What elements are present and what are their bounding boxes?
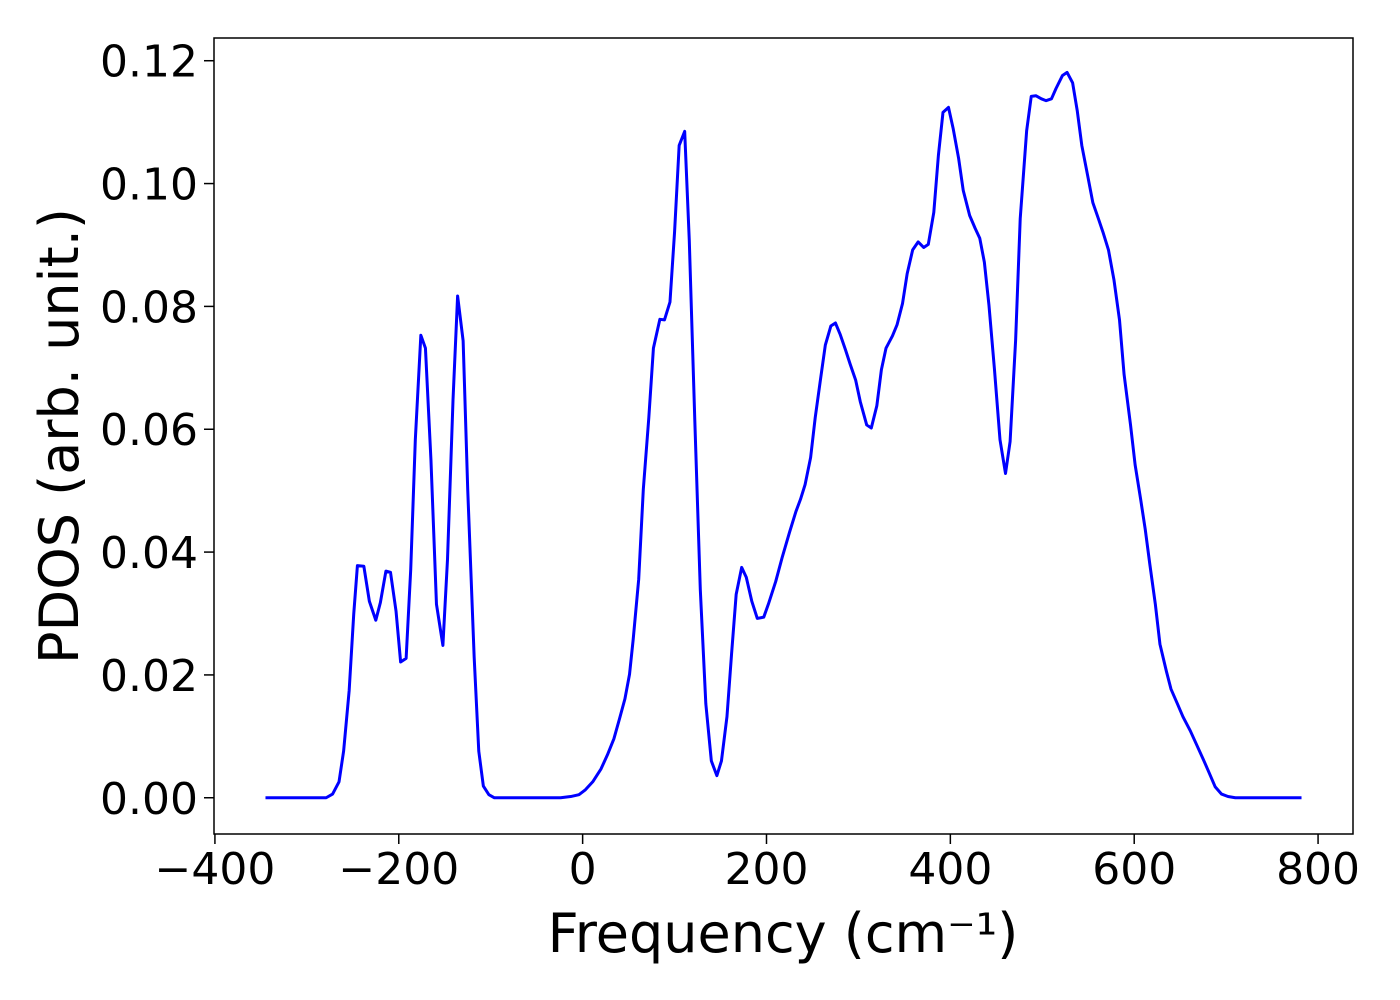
x-tick-label: 0 [569,844,597,895]
x-tick-label: 400 [908,844,992,895]
y-axis-label: PDOS (arb. unit.) [28,208,91,664]
data-line [265,70,1302,800]
y-tick-label: 0.02 [100,651,198,702]
y-tick-label: 0.06 [100,405,198,456]
x-tick-label: 800 [1276,844,1360,895]
y-tick-label: 0.00 [100,774,198,825]
x-axis-label: Frequency (cm⁻¹) [548,902,1019,965]
plot-frame [213,37,1354,835]
y-tick-label: 0.04 [100,528,198,579]
y-tick-label: 0.12 [100,37,198,88]
x-tick-label: 200 [725,844,809,895]
y-tick-label: 0.08 [100,282,198,333]
x-tick-label: −200 [338,844,459,895]
x-tick-label: −400 [154,844,275,895]
y-tick-label: 0.10 [100,160,198,211]
x-tick-label: 600 [1092,844,1176,895]
